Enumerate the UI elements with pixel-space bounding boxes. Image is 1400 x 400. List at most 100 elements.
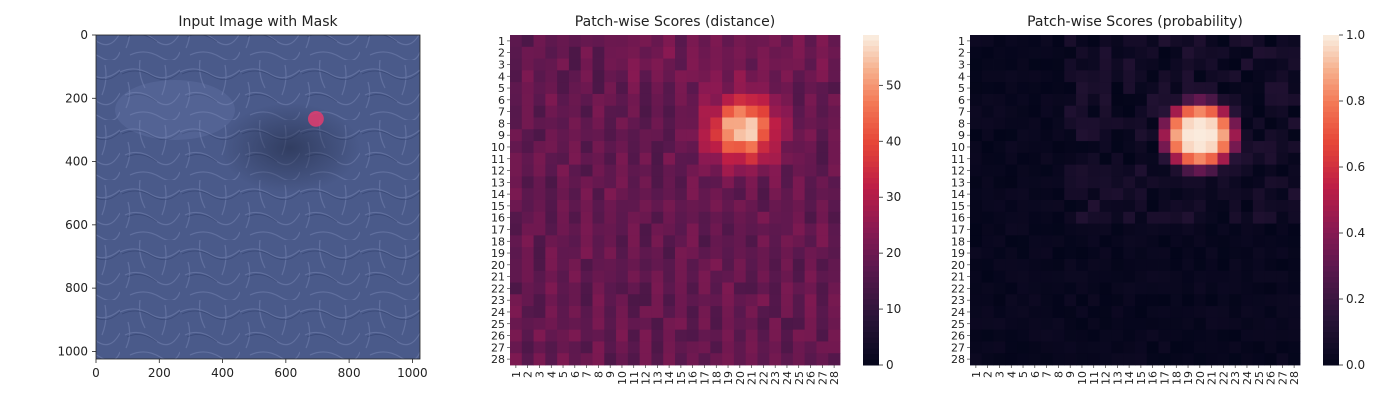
- heatmap-cell: [651, 282, 664, 295]
- heatmap-cell: [545, 58, 558, 71]
- heatmap-cell: [1252, 211, 1266, 224]
- heatmap-cell: [769, 164, 782, 177]
- heatmap-cell: [745, 211, 758, 224]
- heatmap-cell: [1170, 35, 1183, 48]
- heatmap-cell: [627, 164, 641, 177]
- heatmap-cell: [816, 200, 829, 213]
- heatmap-cell: [1241, 353, 1254, 366]
- heatmap-cell: [1182, 282, 1195, 295]
- heatmap-cell: [1146, 329, 1159, 342]
- heatmap-cell: [604, 211, 617, 224]
- heatmap-cell: [1182, 152, 1195, 166]
- heatmap-cell: [757, 93, 770, 107]
- heatmap-cell: [616, 211, 629, 224]
- heatmap-cell: [1241, 235, 1254, 248]
- heatmap-cell: [557, 93, 570, 107]
- heatmap-cell: [745, 164, 758, 177]
- heatmap-cell: [675, 188, 688, 201]
- colorbar-segment: [863, 46, 879, 52]
- heatmap-cell: [1217, 58, 1230, 71]
- heatmap-cell: [675, 282, 688, 295]
- heatmap-cell: [733, 93, 747, 107]
- colorbar-segment: [1323, 68, 1339, 74]
- heatmap-cell: [686, 270, 699, 283]
- heatmap-cell: [698, 294, 711, 307]
- heatmap-cell: [580, 70, 593, 83]
- heatmap-cell: [804, 223, 817, 236]
- heatmap-cell: [1288, 176, 1301, 189]
- heatmap-cell: [710, 188, 723, 201]
- heatmap-cell: [970, 176, 983, 189]
- heatmap-cell: [675, 353, 688, 366]
- heatmap-cell: [970, 247, 983, 260]
- heatmap-cell: [1217, 223, 1230, 236]
- heatmap-cell: [1182, 70, 1195, 83]
- heatmap-cell: [1217, 353, 1230, 366]
- heatmap-cell: [580, 141, 593, 154]
- heatmap-cell: [510, 188, 523, 201]
- heatmap-cell: [828, 70, 841, 83]
- heatmap-cell: [1205, 200, 1218, 213]
- heatmap-cell: [686, 129, 699, 142]
- heatmap-cell: [1017, 329, 1030, 342]
- colorbar-segment: [863, 277, 879, 283]
- heatmap-cell: [757, 46, 770, 59]
- heatmap-cell: [568, 152, 582, 166]
- heatmap-cell: [521, 223, 534, 236]
- heatmap-cell: [1146, 211, 1159, 224]
- heatmap-cell: [1040, 70, 1053, 83]
- heatmap-cell: [1264, 117, 1277, 130]
- heatmap-cell: [627, 141, 641, 154]
- heatmap-cell: [1064, 294, 1077, 307]
- heatmap-cell: [1217, 188, 1230, 201]
- heatmap-cell: [804, 235, 817, 248]
- heatmap-cell: [1252, 329, 1266, 342]
- heatmap-cell: [792, 341, 806, 354]
- heatmap-cell: [557, 176, 570, 189]
- heatmap-cell: [1146, 188, 1159, 201]
- y-tick-label: 9: [498, 129, 505, 142]
- y-tick-label: 24: [491, 306, 505, 319]
- heatmap-cell: [1040, 188, 1053, 201]
- heatmap-cell: [1005, 188, 1018, 201]
- heatmap-cell: [686, 93, 699, 107]
- heatmap-cell: [970, 35, 983, 48]
- heatmap-cell: [781, 93, 794, 107]
- heatmap-cell: [1064, 341, 1077, 354]
- heatmap-cell: [510, 93, 523, 107]
- heatmap-cell: [970, 306, 983, 319]
- heatmap-cell: [1264, 188, 1277, 201]
- heatmap-cell: [1158, 247, 1171, 260]
- heatmap-cell: [745, 353, 758, 366]
- heatmap-cell: [1288, 35, 1301, 48]
- heatmap-cell: [1135, 270, 1148, 283]
- heatmap-cell: [816, 317, 829, 331]
- y-tick-label: 3: [498, 58, 505, 71]
- heatmap-cell: [1076, 129, 1089, 142]
- heatmap-cell: [1028, 35, 1042, 48]
- heatmap-cell: [592, 235, 605, 248]
- colorbar-segment: [863, 106, 879, 113]
- heatmap-cell: [733, 176, 747, 189]
- heatmap-cell: [722, 294, 735, 307]
- heatmap-cell: [1135, 105, 1148, 118]
- heatmap-cell: [1087, 306, 1101, 319]
- x-tick-label: 4: [545, 371, 558, 378]
- heatmap-cell: [733, 141, 747, 154]
- heatmap-cell: [510, 353, 523, 366]
- heatmap-cell: [1217, 46, 1230, 59]
- heatmap-cell: [627, 223, 641, 236]
- heatmap-cell: [639, 105, 652, 118]
- heatmap-cell: [1040, 258, 1053, 272]
- heatmap-cell: [1028, 46, 1042, 59]
- heatmap-cell: [1193, 353, 1207, 366]
- heatmap-cell: [639, 176, 652, 189]
- heatmap-cell: [792, 176, 806, 189]
- heatmap-cell: [545, 317, 558, 331]
- heatmap-cell: [675, 341, 688, 354]
- heatmap-cell: [1229, 129, 1242, 142]
- heatmap-cell: [804, 211, 817, 224]
- heatmap-cell: [510, 329, 523, 342]
- colorbar-segment: [1323, 315, 1339, 322]
- heatmap-cell: [1288, 188, 1301, 201]
